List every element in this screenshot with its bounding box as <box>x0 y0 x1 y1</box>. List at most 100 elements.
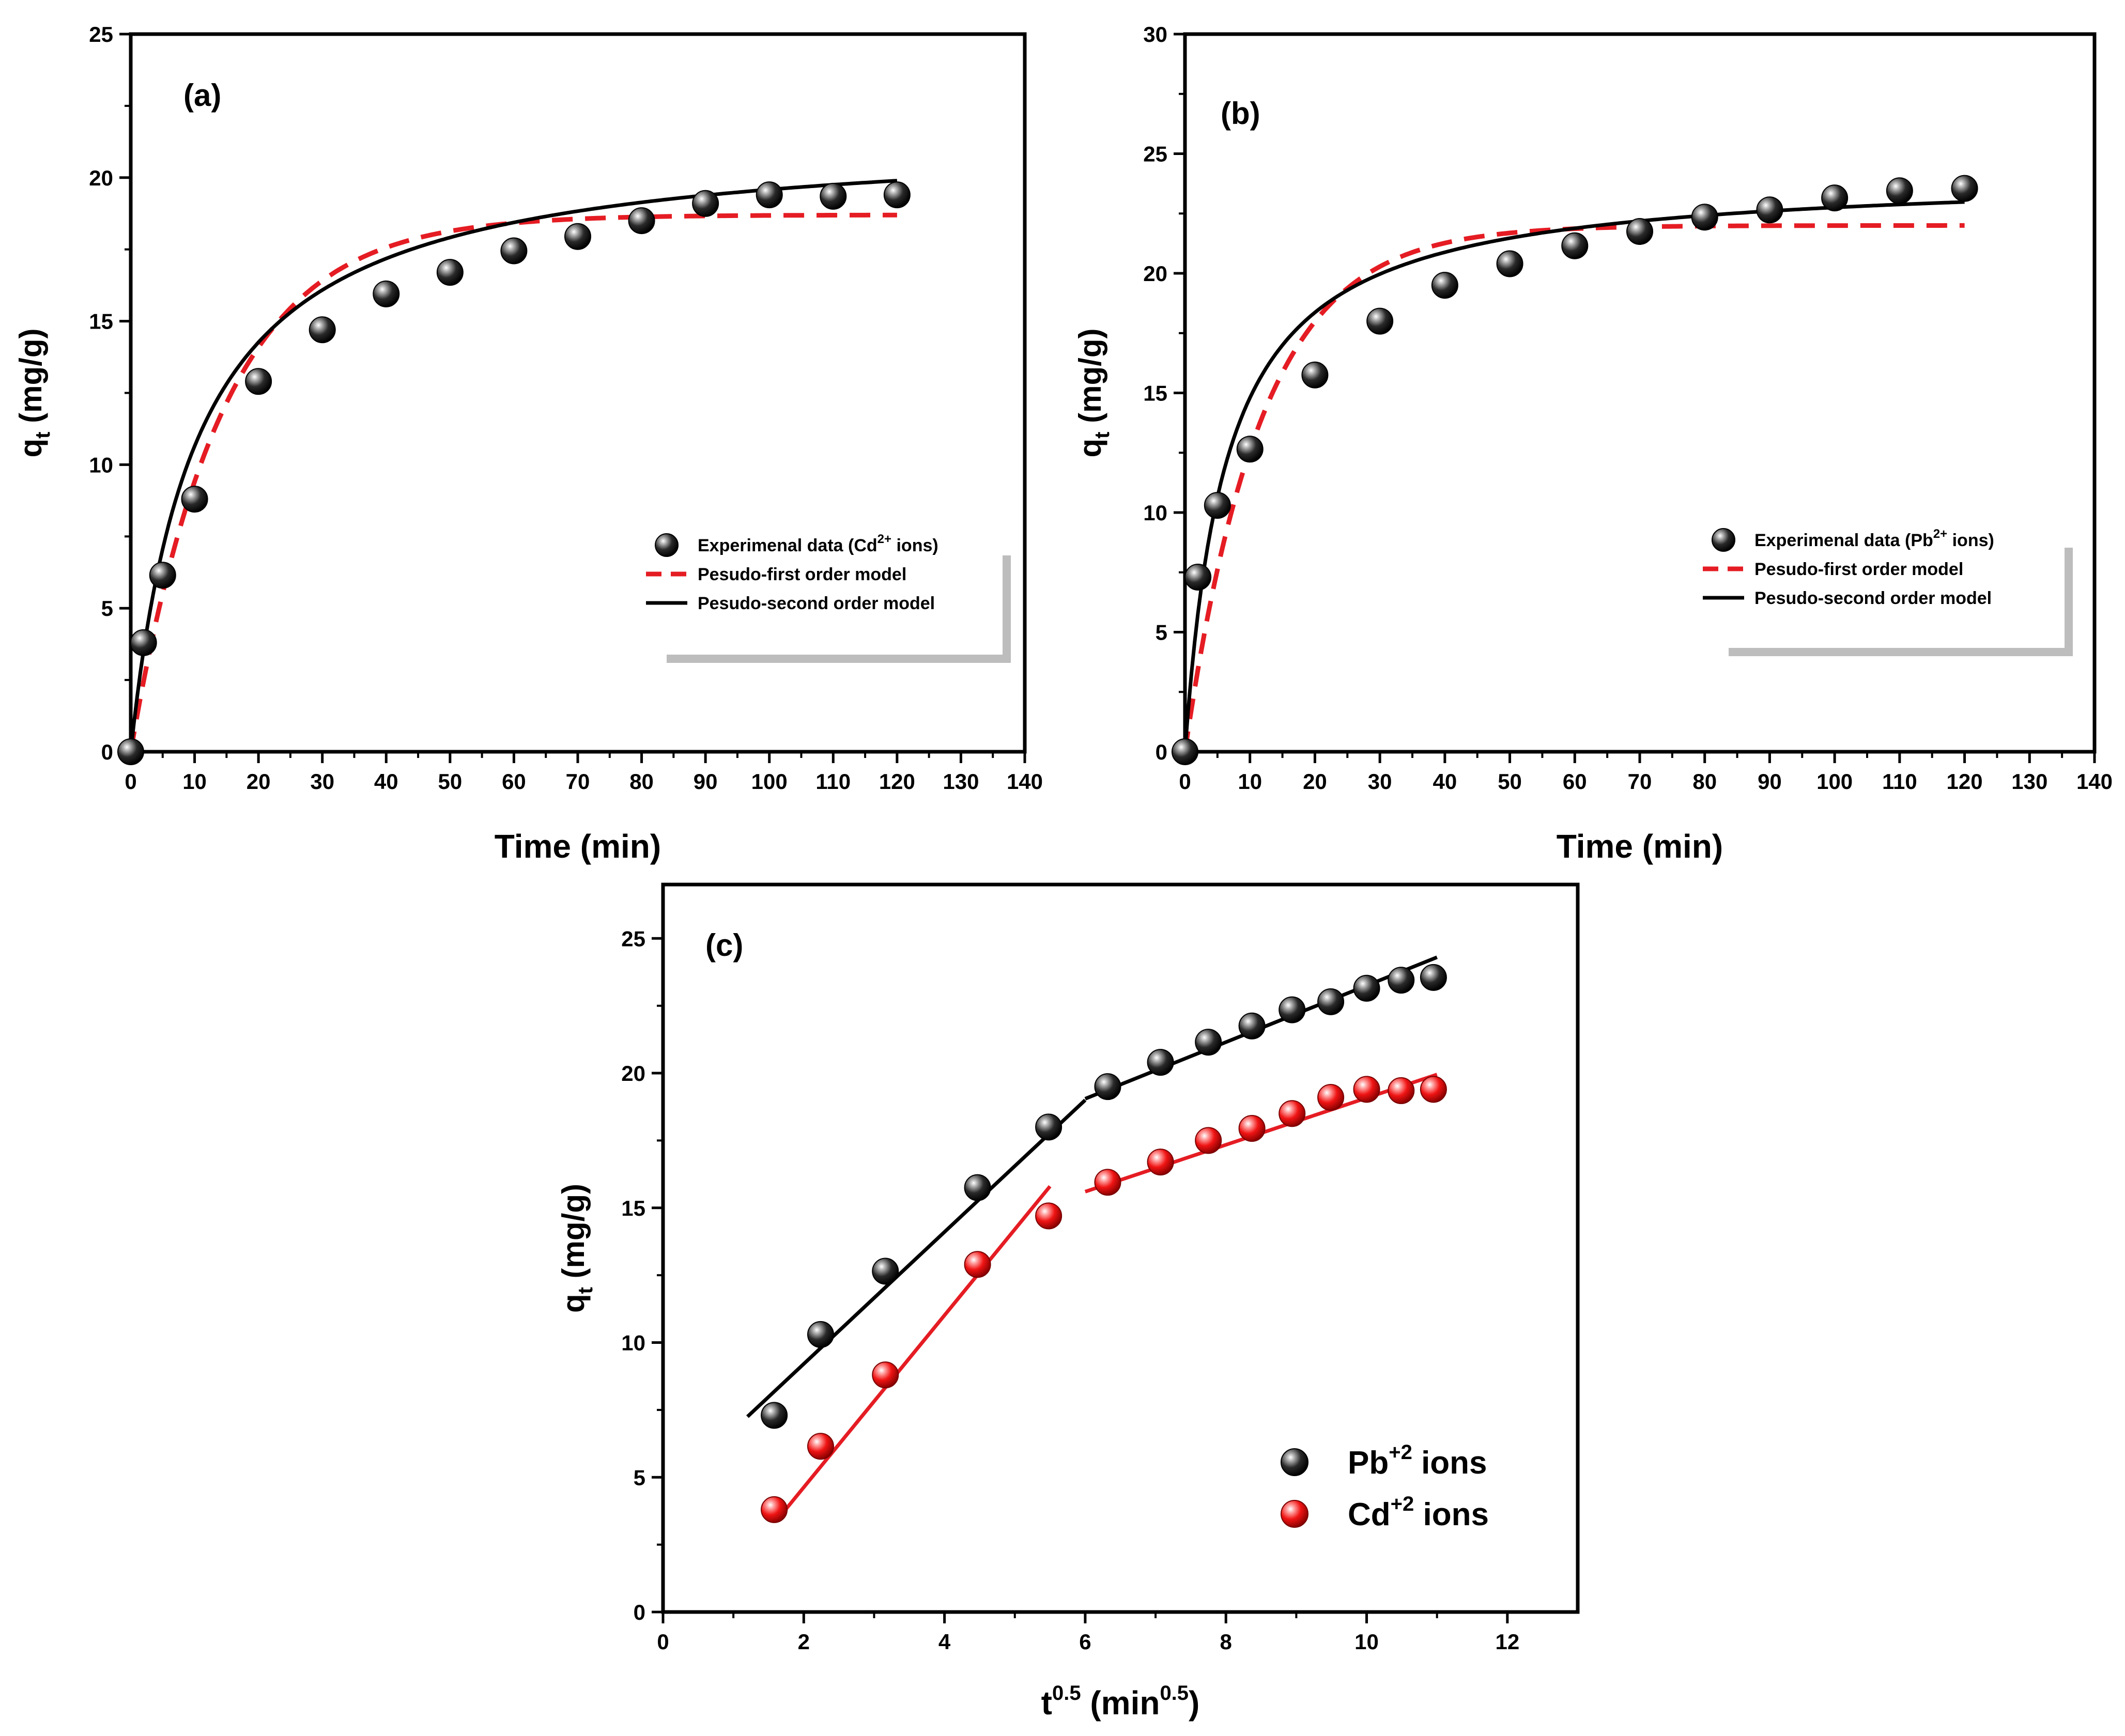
data-point <box>820 182 847 210</box>
data-point <box>500 237 528 265</box>
data-point <box>761 1496 788 1523</box>
data-point <box>1420 1076 1447 1103</box>
data-point <box>1184 564 1212 591</box>
x-tick-label: 10 <box>1238 769 1262 794</box>
x-tick-label: 0 <box>1179 769 1191 794</box>
x-tick-label: 100 <box>751 769 788 794</box>
y-tick-label: 10 <box>621 1331 645 1355</box>
label-part: (mg/g) <box>1073 329 1107 432</box>
label-part: 2+ <box>1933 527 1947 541</box>
legend-entry: Pesudo-first order model <box>1754 560 1963 579</box>
chart-panel-a: 0 10 20 30 40 50 60 70 80 90 100 110 120 130 140 0 5 10 15… <box>13 22 1043 865</box>
data-point <box>1821 184 1849 212</box>
label-part: Cd <box>1348 1497 1391 1532</box>
y-tick-label: 25 <box>621 926 645 951</box>
data-point <box>1366 307 1394 335</box>
x-tick-label: 140 <box>2076 769 2113 794</box>
label-part: (mg/g) <box>13 329 48 432</box>
legend-shadow <box>667 555 1011 663</box>
x-tick-label: 40 <box>374 769 398 794</box>
x-tick-label: 12 <box>1495 1630 1519 1654</box>
y-axis-label: qt (mg/g) <box>1073 329 1114 458</box>
label-part: 0.5 <box>1160 1682 1189 1704</box>
x-tick-label: 20 <box>247 769 271 794</box>
x-axis-label: Time (min) <box>495 828 661 865</box>
data-point <box>1353 1076 1380 1103</box>
label-part: 2+ <box>877 532 891 546</box>
y-tick-label: 25 <box>89 22 113 47</box>
pseudo-first-order-curve <box>1182 223 1965 752</box>
data-point <box>436 259 464 286</box>
legend: Experimenal data (Pb2+ ions) Pesudo-first… <box>1703 527 2073 656</box>
legend-marker-points <box>655 533 679 557</box>
y-tick-label: 25 <box>1143 142 1167 166</box>
label-part: ions) <box>1947 531 1994 550</box>
x-tick-label: 2 <box>798 1630 810 1654</box>
legend-marker <box>1281 1448 1308 1476</box>
data-point <box>1388 1077 1415 1104</box>
label-part: Pesudo-first order model <box>1754 560 1963 579</box>
x-tick-label: 90 <box>694 769 718 794</box>
data-point <box>1317 1083 1345 1111</box>
x-tick-label: 20 <box>1303 769 1327 794</box>
data-point <box>1035 1202 1062 1230</box>
label-part: ions) <box>891 536 938 555</box>
label-part: Pesudo-second order model <box>1754 588 1992 608</box>
x-tick-label: 120 <box>879 769 915 794</box>
x-tick-label: 50 <box>438 769 462 794</box>
intraparticle-fit-line <box>746 1098 1087 1418</box>
data-point <box>1431 272 1458 299</box>
label-part: q <box>13 439 48 458</box>
data-point <box>1147 1149 1174 1176</box>
data-point <box>149 562 176 589</box>
data-point <box>964 1251 991 1278</box>
label-part: Experimenal data (Cd <box>698 536 877 555</box>
legend-entry: Pesudo-second order model <box>1754 588 1992 608</box>
label-part: 0.5 <box>1052 1682 1081 1704</box>
x-tick-label: 90 <box>1758 769 1782 794</box>
data-point <box>883 181 911 209</box>
y-tick-label: 5 <box>101 596 113 621</box>
data-point <box>628 207 655 235</box>
label-part: q <box>1073 439 1107 458</box>
x-tick-label: 120 <box>1947 769 1983 794</box>
intraparticle-fit-line <box>774 1185 1052 1523</box>
pseudo-second-order-curve <box>1183 200 1965 752</box>
data-point <box>1094 1073 1121 1100</box>
legend-entry: Pb+2 ions <box>1348 1441 1487 1481</box>
y-tick-label: 15 <box>621 1196 645 1220</box>
x-tick-label: 4 <box>938 1630 951 1654</box>
label-part: (min <box>1081 1684 1160 1722</box>
data-point <box>1236 436 1264 463</box>
y-tick-label: 20 <box>621 1061 645 1086</box>
y-tick-label: 0 <box>1156 740 1167 764</box>
legend-entry: Cd+2 ions <box>1348 1493 1489 1532</box>
label-part: q <box>556 1294 591 1313</box>
x-tick-label: 70 <box>566 769 590 794</box>
data-point <box>1147 1049 1174 1076</box>
data-point <box>1388 967 1415 994</box>
x-tick-label: 70 <box>1628 769 1652 794</box>
x-tick-label: 130 <box>943 769 979 794</box>
legend-marker <box>1281 1500 1308 1528</box>
y-tick-label: 20 <box>1143 261 1167 286</box>
label-part: ions <box>1412 1445 1487 1481</box>
panel-label: (a) <box>183 78 221 113</box>
y-tick-label: 15 <box>1143 381 1167 406</box>
x-axis-label: Time (min) <box>1557 828 1723 865</box>
x-tick-label: 100 <box>1816 769 1853 794</box>
x-tick-label: 30 <box>1368 769 1392 794</box>
label-part: ) <box>1189 1684 1199 1722</box>
x-tick-label: 60 <box>502 769 526 794</box>
legend: Experimenal data (Cd2+ ions) Pesudo-first… <box>646 532 1011 663</box>
y-tick-label: 10 <box>1143 501 1167 525</box>
data-point <box>1204 492 1231 519</box>
x-tick-label: 6 <box>1079 1630 1091 1654</box>
data-point <box>1279 996 1306 1024</box>
label-part: +2 <box>1389 1441 1412 1464</box>
plot-frame <box>1183 32 2097 754</box>
x-tick-label: 110 <box>815 769 851 794</box>
plot-frame <box>661 882 1580 1614</box>
